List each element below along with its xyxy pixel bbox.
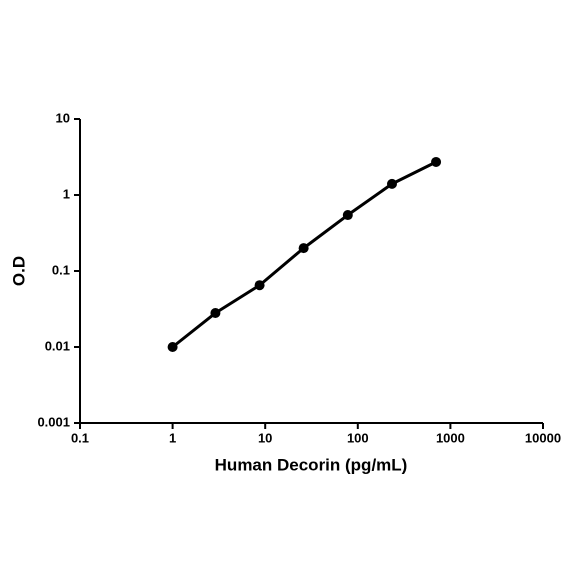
y-tick-label: 1: [63, 186, 70, 201]
point: [386, 178, 397, 189]
y-tick-label: 0.01: [45, 338, 70, 353]
x-tick-label: 1000: [436, 430, 465, 445]
x-tick-label: 100: [347, 430, 369, 445]
point: [431, 156, 442, 167]
point: [298, 243, 309, 254]
point: [167, 342, 178, 352]
point: [254, 280, 265, 291]
x-tick-label: 0.1: [71, 430, 89, 445]
y-tick-label: 0.001: [37, 414, 70, 429]
y-tick-label: 0.1: [52, 262, 70, 277]
point: [210, 308, 221, 319]
x-tick-label: 10: [258, 430, 272, 445]
x-axis-title: Human Decorin (pg/mL): [215, 455, 408, 474]
point: [342, 210, 353, 221]
x-tick-label: 10000: [525, 430, 561, 445]
y-axis-title: O.D: [9, 256, 28, 286]
x-tick-label: 1: [169, 430, 176, 445]
y-tick-label: 10: [56, 110, 70, 125]
